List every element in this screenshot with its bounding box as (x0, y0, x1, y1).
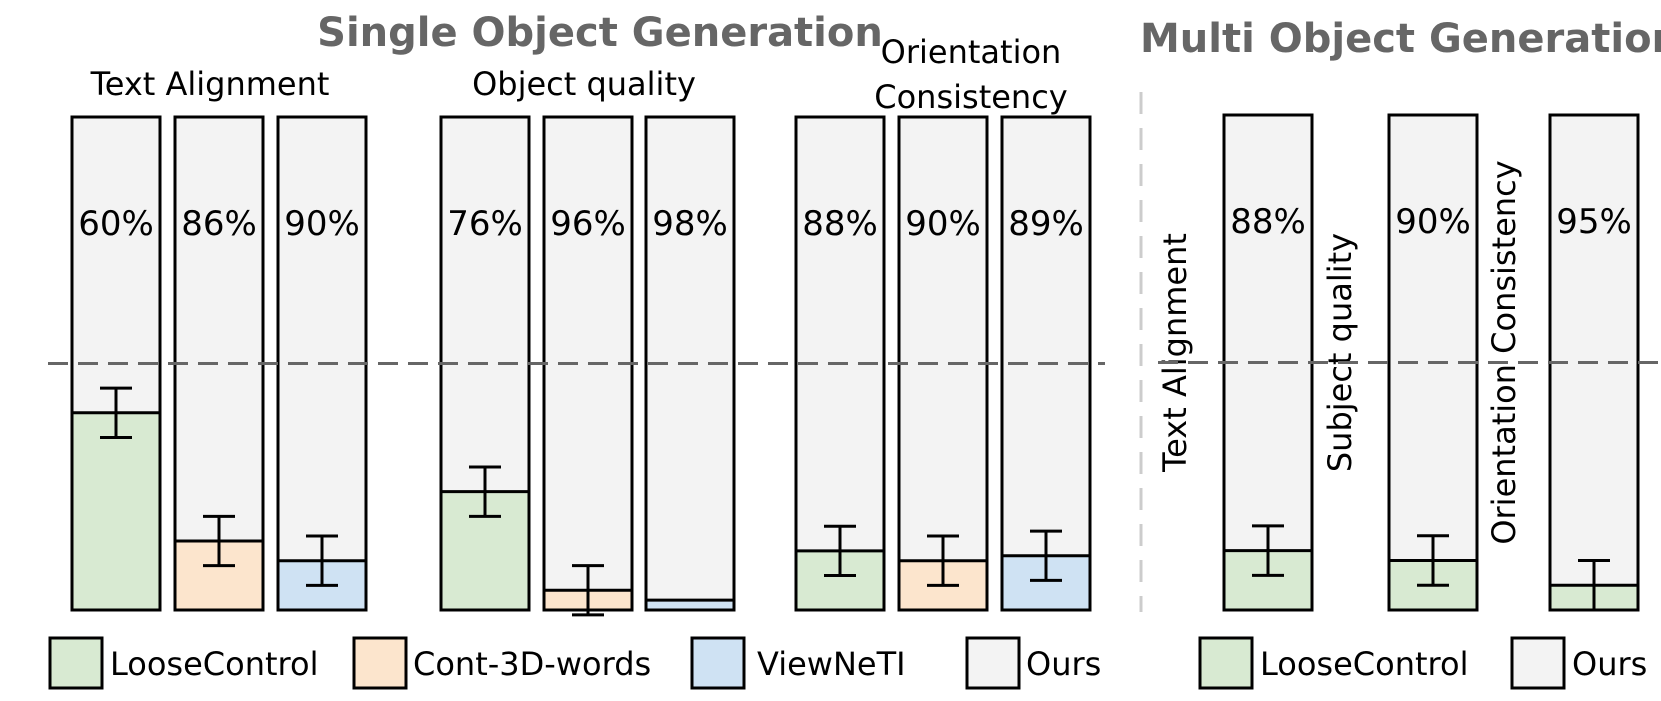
percent-label: 95% (1556, 202, 1632, 242)
percent-label: 90% (905, 204, 981, 244)
percent-label: 96% (550, 204, 626, 244)
bar-ours (1224, 115, 1312, 551)
legend-label: LooseControl (110, 645, 318, 683)
group-label: Subject quality (1321, 233, 1359, 472)
percent-label: 90% (284, 204, 360, 244)
bar-ours (899, 117, 987, 561)
bar-ours (72, 117, 160, 413)
bar-ours (175, 117, 263, 541)
bar-outline (70, 115, 162, 612)
bar-outline (644, 115, 736, 612)
bar-ours (1389, 115, 1477, 561)
legend-label: LooseControl (1260, 645, 1468, 683)
bar-ours (646, 117, 734, 601)
percent-label: 88% (802, 204, 878, 244)
percent-label: 60% (78, 204, 154, 244)
bar-ours (278, 117, 366, 561)
group-label: Object quality (472, 65, 696, 103)
percent-label: 86% (181, 204, 257, 244)
group-label: Consistency (874, 78, 1067, 116)
bar-ours (1002, 117, 1090, 556)
group-label: Text Alignment (90, 65, 330, 103)
panel-title: Single Object Generation (317, 10, 883, 56)
legend-swatch (352, 636, 408, 690)
legend-label: ViewNeTI (757, 645, 906, 683)
percent-label: 76% (447, 204, 523, 244)
legend-label: Cont-3D-words (413, 645, 651, 683)
bar-ours (796, 117, 884, 551)
legend-swatch (1510, 636, 1566, 690)
group-label: Orientation Consistency (1485, 160, 1523, 544)
percent-label: 98% (652, 204, 728, 244)
legend-swatch (690, 636, 746, 690)
bar-outline (1000, 115, 1092, 612)
group-label: Text Alignment (1156, 233, 1194, 473)
bar-baseline (72, 412, 160, 610)
panel-title: Multi Object Generation (1140, 16, 1661, 62)
percent-label: 89% (1008, 204, 1084, 244)
bar-baseline (646, 600, 734, 610)
legend-label: Ours (1572, 645, 1647, 683)
group-label: Orientation (881, 33, 1062, 71)
bar-ours (544, 117, 632, 591)
legend-swatch (48, 636, 104, 690)
bar-ours (441, 117, 529, 492)
legend-label: Ours (1026, 645, 1101, 683)
percent-label: 90% (1395, 202, 1471, 242)
bar-outline (794, 115, 886, 612)
bar-ours (1550, 115, 1638, 586)
percent-label: 88% (1230, 202, 1306, 242)
legend-swatch (1198, 636, 1254, 690)
legend-swatch (965, 636, 1021, 690)
